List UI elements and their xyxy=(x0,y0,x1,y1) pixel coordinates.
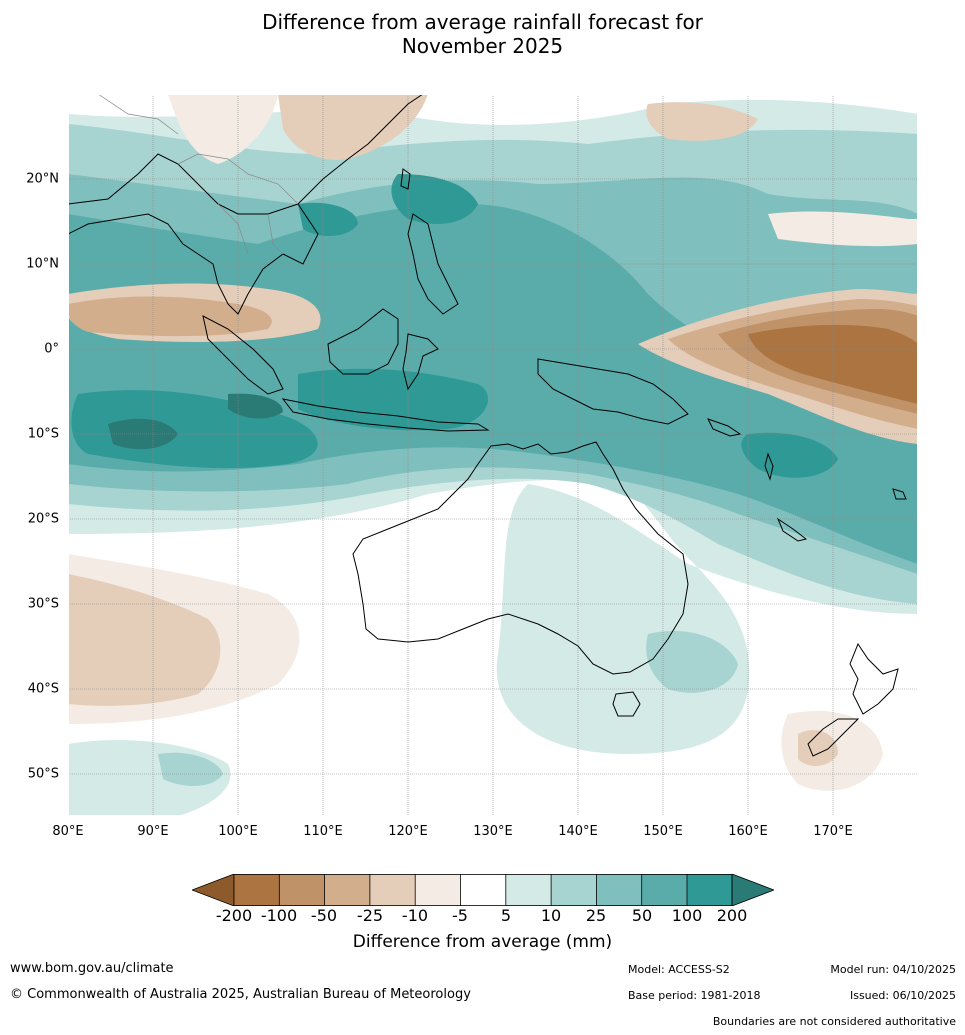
coast-new-caledonia xyxy=(776,517,808,542)
wet-core-3 xyxy=(391,174,478,224)
coast-nz-south xyxy=(807,718,860,757)
coast-fiji xyxy=(892,488,907,500)
footer-disclaimer: Boundaries are not considered authoritat… xyxy=(712,1015,956,1028)
lat-tick-40s: 40°S xyxy=(27,681,59,697)
colorbar-label-1: -100 xyxy=(260,906,298,925)
wet-core-2 xyxy=(298,368,488,431)
map-title: Difference from average rainfall forecas… xyxy=(0,10,965,58)
coastlines xyxy=(68,94,907,757)
lon-tick-80e: 80°E xyxy=(52,824,84,839)
coast-australia xyxy=(352,441,689,675)
colorbar-swatch-3 xyxy=(324,874,370,906)
lon-tick-160e: 160°E xyxy=(728,824,768,839)
footer-model-run: Model run: 04/10/2025 xyxy=(830,963,956,976)
colorbar-swatch-2 xyxy=(279,874,325,906)
footer-copyright: © Commonwealth of Australia 2025, Austra… xyxy=(10,987,471,1002)
rainfall-map xyxy=(68,94,918,816)
colorbar-label-5: -5 xyxy=(452,906,468,925)
colorbar-swatch-7 xyxy=(505,874,552,906)
colorbar-label-2: -50 xyxy=(310,906,338,925)
coast-java xyxy=(281,398,490,432)
wet-south-indian-25 xyxy=(158,752,223,786)
colorbar-swatch-8 xyxy=(551,874,597,906)
colorbar-swatch-6 xyxy=(460,874,506,906)
footer-issued: Issued: 06/10/2025 xyxy=(849,989,956,1002)
dry-new-zealand-10 xyxy=(798,730,838,766)
colorbar-swatch-12 xyxy=(731,874,774,906)
colorbar-swatch-0 xyxy=(192,874,235,906)
lat-tick-20s: 20°S xyxy=(27,511,59,527)
colorbar-swatch-4 xyxy=(369,874,416,906)
dry-northwest xyxy=(278,94,428,160)
footer-base-period: Base period: 1981-2018 xyxy=(628,989,761,1002)
colorbar-swatch-11 xyxy=(687,874,732,906)
lon-tick-170e: 170°E xyxy=(813,824,853,839)
coast-solomons xyxy=(707,418,742,437)
wet-extreme-1 xyxy=(108,418,178,450)
colorbar-swatch-1 xyxy=(234,874,280,906)
coast-new-guinea xyxy=(537,358,689,425)
colorbar-label-3: -25 xyxy=(356,906,384,925)
coast-sumatra xyxy=(202,315,284,395)
coast-se-asia xyxy=(68,153,319,315)
wet-southern-australia xyxy=(498,654,715,741)
colorbar-swatch-10 xyxy=(641,874,687,906)
lat-tick-10n: 10°N xyxy=(26,256,59,272)
colorbar-label-10: 100 xyxy=(671,906,703,925)
lon-tick-110e: 110°E xyxy=(303,824,343,839)
colorbar-swatch-5 xyxy=(415,874,461,906)
dry-northwest-light xyxy=(168,94,278,164)
graticule xyxy=(68,94,918,816)
coast-nz-north xyxy=(849,642,899,715)
lat-tick-10s: 10°S xyxy=(27,426,59,442)
title-line-1: Difference from average rainfall forecas… xyxy=(262,10,703,34)
coast-china xyxy=(297,94,424,205)
coast-borneo xyxy=(327,308,399,375)
dry-northeast-light xyxy=(768,211,918,247)
lon-tick-150e: 150°E xyxy=(643,824,683,839)
colorbar-label-11: 200 xyxy=(716,906,748,925)
colorbar-label-6: 5 xyxy=(500,906,512,925)
lon-tick-100e: 100°E xyxy=(218,824,258,839)
colorbar-label-9: 50 xyxy=(631,906,653,925)
colorbar-swatch-9 xyxy=(596,874,642,906)
coast-vanuatu xyxy=(764,452,774,481)
title-line-2: November 2025 xyxy=(401,34,564,58)
borders xyxy=(97,94,299,255)
lon-tick-130e: 130°E xyxy=(473,824,513,839)
lat-tick-50s: 50°S xyxy=(27,766,59,782)
coast-tasmania xyxy=(612,691,641,717)
rainfall-anomaly-field xyxy=(68,94,918,816)
colorbar-title: Difference from average (mm) xyxy=(352,932,613,952)
footer-website[interactable]: www.bom.gov.au/climate xyxy=(10,961,174,976)
lat-tick-20n: 20°N xyxy=(26,171,59,187)
colorbar-label-7: 10 xyxy=(540,906,562,925)
colorbar-label-0: -200 xyxy=(215,906,253,925)
wet-core-5 xyxy=(298,202,358,236)
dry-malay-25 xyxy=(68,296,272,337)
lon-tick-120e: 120°E xyxy=(388,824,428,839)
colorbar-label-4: -10 xyxy=(401,906,429,925)
dry-south-indian-10 xyxy=(68,574,221,706)
coast-philippines xyxy=(407,213,459,315)
dry-northeast xyxy=(646,102,758,141)
footer-model: Model: ACCESS-S2 xyxy=(628,963,730,976)
wet-extreme-2 xyxy=(228,393,283,419)
wet-tasman xyxy=(646,630,738,693)
lat-tick-equator: 0° xyxy=(44,341,59,357)
lon-tick-90e: 90°E xyxy=(137,824,169,839)
coast-taiwan xyxy=(400,168,411,190)
lon-tick-140e: 140°E xyxy=(558,824,598,839)
colorbar-label-8: 25 xyxy=(585,906,607,925)
colorbar xyxy=(192,874,774,906)
lat-tick-30s: 30°S xyxy=(27,596,59,612)
coast-sulawesi xyxy=(402,333,439,391)
